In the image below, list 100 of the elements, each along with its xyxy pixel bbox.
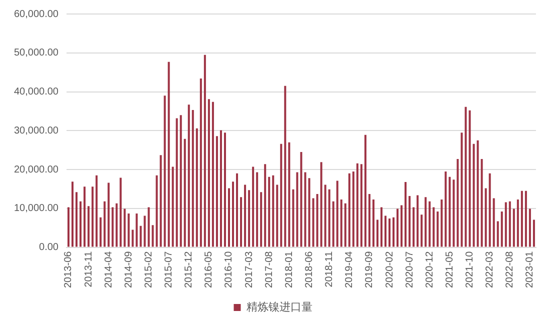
bar	[288, 142, 290, 247]
bar	[316, 194, 318, 247]
x-tick-label: 2015-07	[164, 250, 175, 288]
bar	[492, 198, 495, 247]
bar	[420, 214, 423, 247]
bar	[512, 208, 515, 247]
bar	[332, 201, 334, 247]
bar	[252, 166, 254, 247]
bar	[360, 164, 362, 247]
bar	[292, 189, 294, 247]
bar	[408, 196, 411, 247]
bar	[236, 173, 238, 247]
bar	[104, 201, 106, 247]
bar	[524, 190, 527, 247]
x-tick-label: 2018-01	[284, 250, 295, 288]
bar	[320, 162, 322, 247]
y-tick-label: 30,000.00	[14, 125, 59, 136]
bar	[412, 207, 415, 247]
bar	[264, 164, 266, 247]
bar	[200, 78, 202, 247]
y-tick-label: 60,000.00	[14, 8, 59, 20]
x-tick-label: 2022-03	[484, 250, 496, 288]
x-tick-label: 2020-07	[404, 250, 416, 288]
bar	[248, 190, 250, 247]
bar	[160, 155, 162, 247]
bar	[260, 192, 262, 247]
bar	[520, 190, 523, 247]
bar	[304, 172, 306, 247]
bar	[472, 144, 475, 247]
x-tick-label: 2017-08	[264, 250, 275, 288]
bar	[364, 134, 366, 247]
bar	[92, 186, 94, 247]
x-tick-label: 2015-12	[184, 250, 195, 288]
bar	[144, 216, 146, 247]
bar	[336, 180, 338, 247]
bar	[176, 118, 178, 247]
x-tick-label: 2022-08	[504, 250, 516, 288]
bar	[108, 182, 110, 247]
x-tick-label: 2016-10	[224, 250, 235, 288]
x-tick-label: 2016-05	[204, 250, 215, 288]
bar	[440, 199, 443, 247]
x-tick-label: 2014-04	[103, 250, 114, 288]
bar	[468, 110, 471, 247]
bar	[424, 197, 427, 247]
bar	[156, 175, 158, 247]
bar	[528, 208, 531, 247]
bar	[372, 199, 374, 247]
bar	[496, 221, 499, 247]
bar	[516, 199, 519, 247]
x-tick-label: 2014-09	[123, 250, 134, 288]
bar	[116, 203, 118, 247]
bar	[484, 188, 487, 247]
bar	[164, 96, 166, 247]
bar	[188, 104, 190, 247]
bar	[448, 176, 451, 247]
bar	[460, 132, 463, 247]
bar	[396, 208, 399, 247]
y-tick-label: 40,000.00	[14, 86, 59, 98]
x-tick-label: 2021-10	[464, 250, 476, 288]
bar	[324, 184, 326, 247]
bar	[136, 213, 138, 247]
bar	[476, 140, 479, 247]
bar	[400, 205, 403, 247]
bar	[120, 178, 122, 247]
bar	[456, 159, 459, 247]
legend-label: 精炼镍进口量	[246, 300, 312, 314]
bar	[152, 225, 154, 247]
bar	[504, 202, 507, 247]
bar	[444, 171, 447, 247]
y-tick-label: 20,000.00	[14, 164, 59, 176]
bar	[192, 110, 194, 247]
bar	[148, 207, 150, 247]
x-tick-label: 2013-06	[63, 250, 74, 288]
bar	[204, 54, 206, 247]
bar	[488, 173, 491, 247]
bar	[196, 128, 198, 247]
bar	[67, 207, 70, 247]
bar	[464, 106, 467, 247]
bar	[500, 212, 503, 247]
bar	[284, 86, 286, 247]
bar	[368, 194, 370, 247]
x-tick-label: 2019-09	[364, 250, 376, 288]
bar	[168, 62, 170, 247]
bar	[388, 218, 391, 247]
bar	[112, 207, 114, 247]
bar	[312, 198, 314, 247]
bar	[212, 102, 214, 247]
x-tick-label: 2018-11	[324, 250, 336, 288]
y-tick-label: 0.00	[39, 242, 59, 254]
bar	[220, 130, 222, 247]
bar	[128, 213, 130, 247]
bar	[508, 201, 511, 247]
bar	[352, 171, 354, 247]
bar	[84, 186, 86, 247]
x-tick-label: 2017-03	[244, 250, 255, 288]
bar	[88, 206, 90, 247]
bar	[208, 99, 210, 247]
bar	[228, 188, 230, 247]
bar	[124, 208, 126, 247]
bar	[392, 217, 395, 247]
